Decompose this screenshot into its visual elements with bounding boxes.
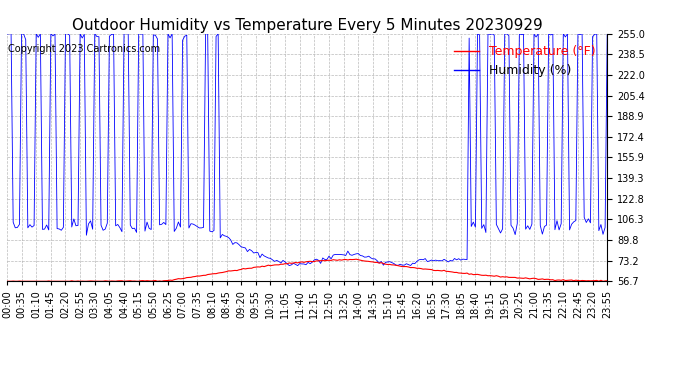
Text: Copyright 2023 Cartronics.com: Copyright 2023 Cartronics.com <box>8 44 160 54</box>
Title: Outdoor Humidity vs Temperature Every 5 Minutes 20230929: Outdoor Humidity vs Temperature Every 5 … <box>72 18 542 33</box>
Legend: Temperature (°F), Humidity (%): Temperature (°F), Humidity (%) <box>449 40 601 82</box>
